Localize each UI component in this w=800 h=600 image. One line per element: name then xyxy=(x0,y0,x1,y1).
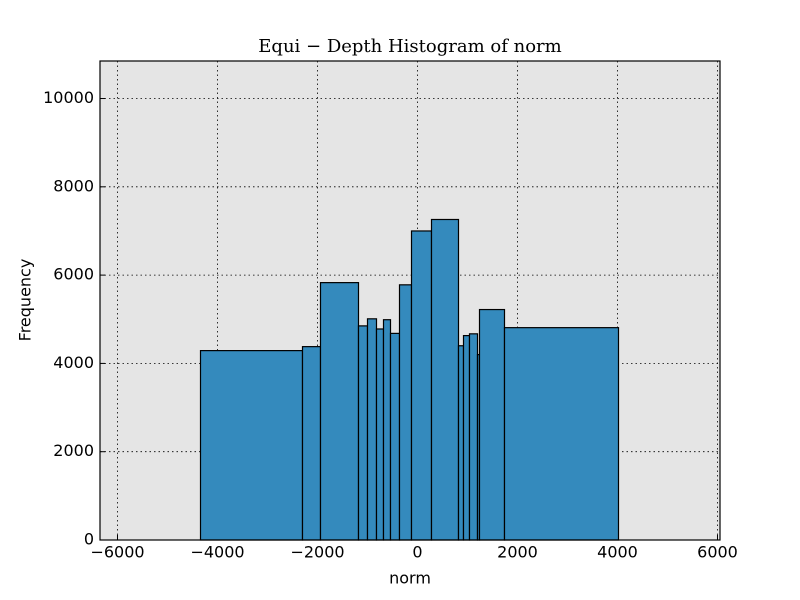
bar xyxy=(430,218,460,541)
bar xyxy=(301,346,322,541)
x-axis-label: norm xyxy=(389,569,431,588)
x-tick-label: 0 xyxy=(412,543,422,562)
bar xyxy=(462,334,471,541)
y-tick-label: 0 xyxy=(84,530,94,549)
bar xyxy=(366,318,378,541)
y-axis-label: Frequency xyxy=(16,259,35,342)
bar xyxy=(319,282,360,541)
bar xyxy=(375,328,385,541)
bar xyxy=(357,325,369,541)
x-tick-label: 2000 xyxy=(497,543,538,562)
bar xyxy=(468,333,479,541)
y-tick-label: 4000 xyxy=(53,353,94,372)
plot-frame xyxy=(99,60,721,541)
y-tick-label: 10000 xyxy=(43,88,94,107)
bar xyxy=(389,332,401,541)
y-tick-label: 2000 xyxy=(53,441,94,460)
bar xyxy=(478,308,506,541)
x-tick-label: 4000 xyxy=(597,543,638,562)
y-tick-label: 8000 xyxy=(53,176,94,195)
bar xyxy=(199,350,304,541)
bar xyxy=(398,284,413,541)
y-tick-label: 6000 xyxy=(53,265,94,284)
x-tick-label: −2000 xyxy=(290,543,344,562)
x-tick-label: −4000 xyxy=(190,543,244,562)
bar xyxy=(382,319,392,541)
chart-title: Equi − Depth Histogram of norm xyxy=(258,36,561,57)
bar xyxy=(457,345,465,541)
bar xyxy=(410,230,433,541)
x-tick-label: −6000 xyxy=(90,543,144,562)
x-tick-label: 6000 xyxy=(697,543,738,562)
bar xyxy=(503,327,620,541)
